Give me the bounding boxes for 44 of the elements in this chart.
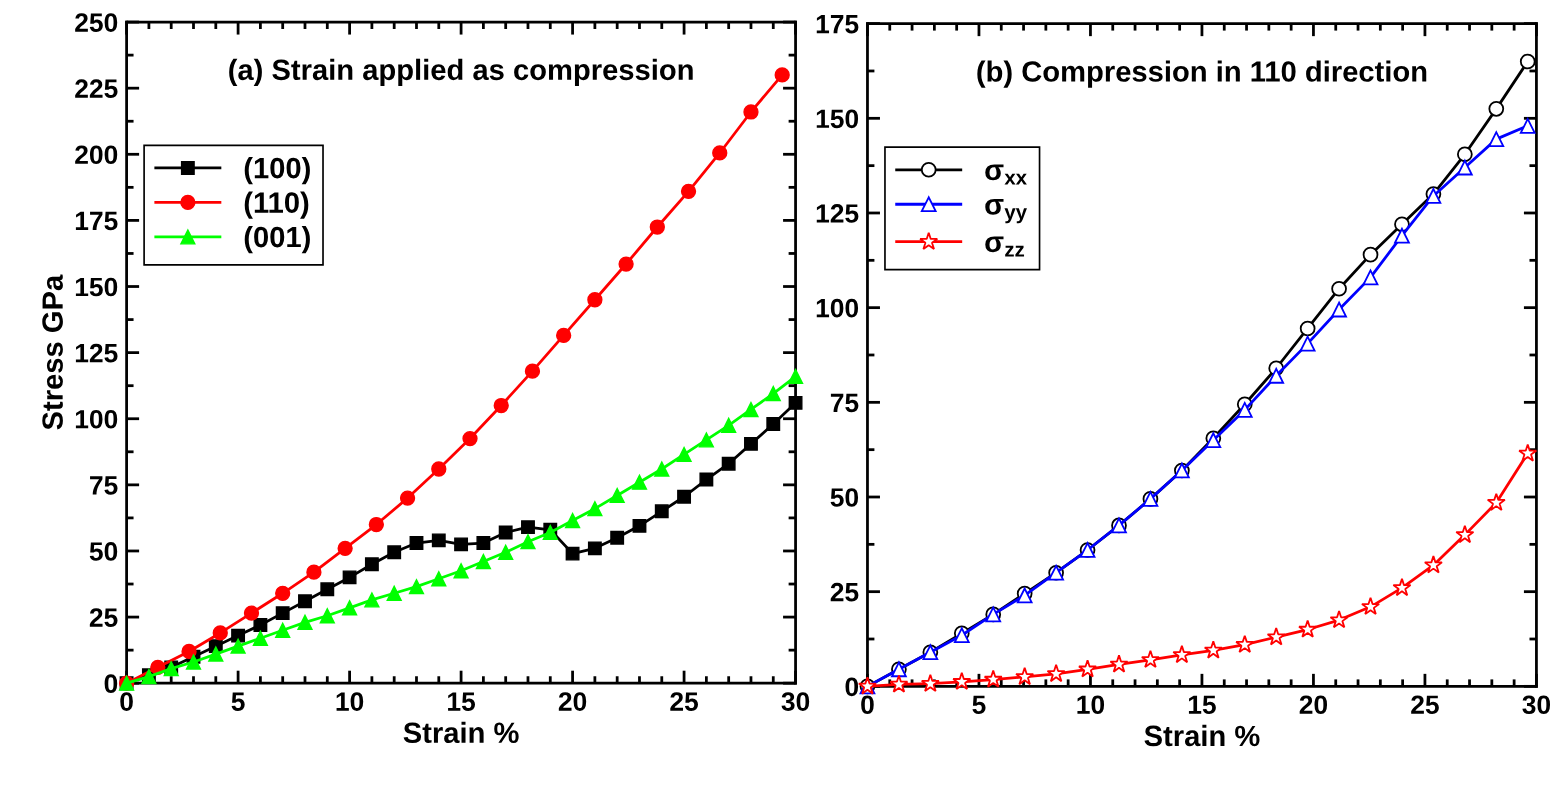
y-tick-label: 100 [816,298,859,318]
y-tick-label: 125 [75,343,118,363]
x-tick-label: 30 [1522,695,1551,715]
x-tick-label: 0 [861,695,874,715]
x-tick-label: 10 [336,692,364,711]
y-tick-label: 225 [75,79,118,98]
y-tick-label: 250 [75,13,118,32]
legend-label: (110) [244,191,309,219]
x-tick-label: 15 [448,692,476,711]
y-tick-label: 150 [75,277,118,297]
text: (b) Compression in 110 direction [977,60,1427,88]
y-tick-label: 75 [90,476,118,495]
x-tick-label: 15 [1188,695,1216,715]
text: (a) Strain applied as compression [229,58,693,86]
y-tick-label: 75 [830,393,859,413]
legend-label: (100) [244,157,310,185]
y-tick-label: 100 [75,409,118,429]
y-tick-label: 200 [75,145,118,165]
y-tick-label: 50 [89,542,118,561]
x-tick-label: 10 [1077,695,1105,715]
x-tick-label: 5 [231,692,245,711]
legend-label: (001) [244,225,310,254]
y-tick-label: 0 [845,677,859,697]
y-tick-label: 50 [830,488,859,507]
y-tick-label: 0 [104,674,118,694]
legend-label: σ$_{xx}$ [985,164,1027,185]
legend-label: σ$_{zz}$ [985,236,1025,257]
x-tick-label: 30 [781,692,810,711]
y-axis-title: Stress GPa [42,274,63,430]
y-tick-label: 150 [816,109,859,129]
x-axis-title: Strain % [403,721,519,744]
y-tick-label: 175 [816,15,859,34]
legend-label: σ$_{yy}$ [985,199,1027,224]
x-tick-label: 25 [1411,695,1439,715]
x-axis-title: Strain % [1144,724,1260,747]
y-tick-label: 125 [816,204,859,223]
y-tick-label: 25 [89,608,118,627]
x-tick-label: 20 [558,692,587,711]
y-tick-label: 25 [830,582,859,602]
x-tick-label: 20 [1299,695,1328,715]
y-tick-label: 175 [75,211,118,231]
x-tick-label: 0 [120,692,133,711]
x-tick-label: 25 [670,692,699,711]
x-tick-label: 5 [972,695,986,715]
